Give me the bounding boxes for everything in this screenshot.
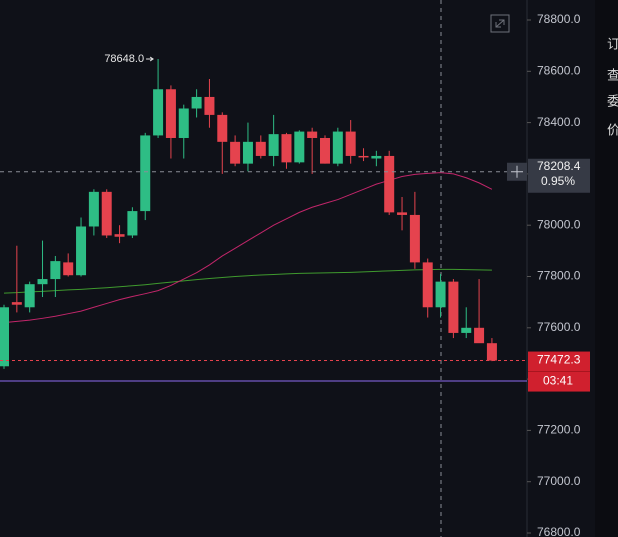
high-annotation-arrow	[146, 56, 154, 62]
candle-body	[486, 343, 497, 361]
candle-body	[140, 135, 151, 212]
side-panel-text: 查	[607, 67, 618, 82]
y-tick-label: 76800.0	[537, 525, 581, 537]
candle-body	[397, 212, 408, 215]
y-tick-label: 78800.0	[537, 12, 581, 26]
moving-average-line	[3, 172, 493, 324]
candle-body	[345, 131, 356, 156]
candle-body	[242, 141, 253, 164]
candle-body	[24, 284, 35, 308]
candle-body	[230, 141, 241, 164]
candle-body	[409, 214, 420, 263]
candle-body	[63, 262, 74, 276]
moving-average-line	[3, 268, 492, 294]
candle-body	[358, 155, 369, 158]
candle-body	[435, 281, 446, 308]
crosshair-label-bg	[528, 158, 590, 193]
countdown-label: 03:41	[543, 374, 573, 388]
candle-body	[332, 131, 343, 164]
crosshair-price-label: 78208.4	[537, 159, 581, 173]
candle-body	[422, 262, 433, 308]
candle-body	[307, 131, 318, 138]
candle-body	[204, 96, 215, 115]
candle-body	[294, 131, 305, 163]
candle-body	[384, 155, 395, 213]
y-tick-label: 77600.0	[537, 320, 581, 334]
high-annotation: 78648.0	[104, 53, 144, 65]
side-panel	[595, 0, 618, 537]
candle-body	[165, 89, 176, 138]
candle-body	[281, 134, 292, 163]
expand-icon-arrow[interactable]	[495, 19, 505, 28]
candle-body	[0, 307, 9, 367]
y-tick-label: 77800.0	[537, 269, 581, 283]
crosshair-plus	[511, 165, 523, 178]
y-tick-label: 78600.0	[537, 63, 581, 77]
candle-body	[268, 134, 279, 156]
expand-icon-frame[interactable]	[490, 14, 510, 33]
candle-body	[320, 137, 330, 164]
candle-body	[474, 327, 485, 344]
candle-body	[461, 327, 472, 333]
candle-body	[114, 234, 125, 237]
side-panel-text: 订	[607, 36, 618, 51]
candle-body	[371, 155, 382, 159]
y-tick-label: 77000.0	[537, 474, 581, 488]
y-tick-label: 77200.0	[537, 423, 581, 437]
price-axis-panel	[527, 0, 595, 537]
candle-body	[217, 114, 228, 142]
y-tick-label: 78000.0	[537, 217, 581, 231]
candle-body	[11, 302, 22, 305]
candle-body	[50, 261, 61, 280]
side-panel-text: 价	[607, 122, 618, 137]
candle-body	[153, 89, 164, 136]
candle-body	[127, 211, 138, 236]
candle-body	[88, 191, 99, 227]
candle-body	[191, 96, 202, 109]
expand-icon[interactable]	[490, 14, 510, 33]
candle-body	[255, 141, 266, 156]
y-tick-label: 78400.0	[537, 115, 581, 129]
side-panel-text: 委	[607, 93, 618, 108]
candle-body	[101, 191, 112, 236]
last-price-label: 77472.3	[537, 353, 581, 367]
candle-body	[76, 226, 87, 276]
crosshair-change-label: 0.95%	[541, 174, 575, 188]
candle-body	[448, 281, 459, 333]
candle-body	[37, 279, 48, 285]
candle-body	[178, 108, 189, 138]
